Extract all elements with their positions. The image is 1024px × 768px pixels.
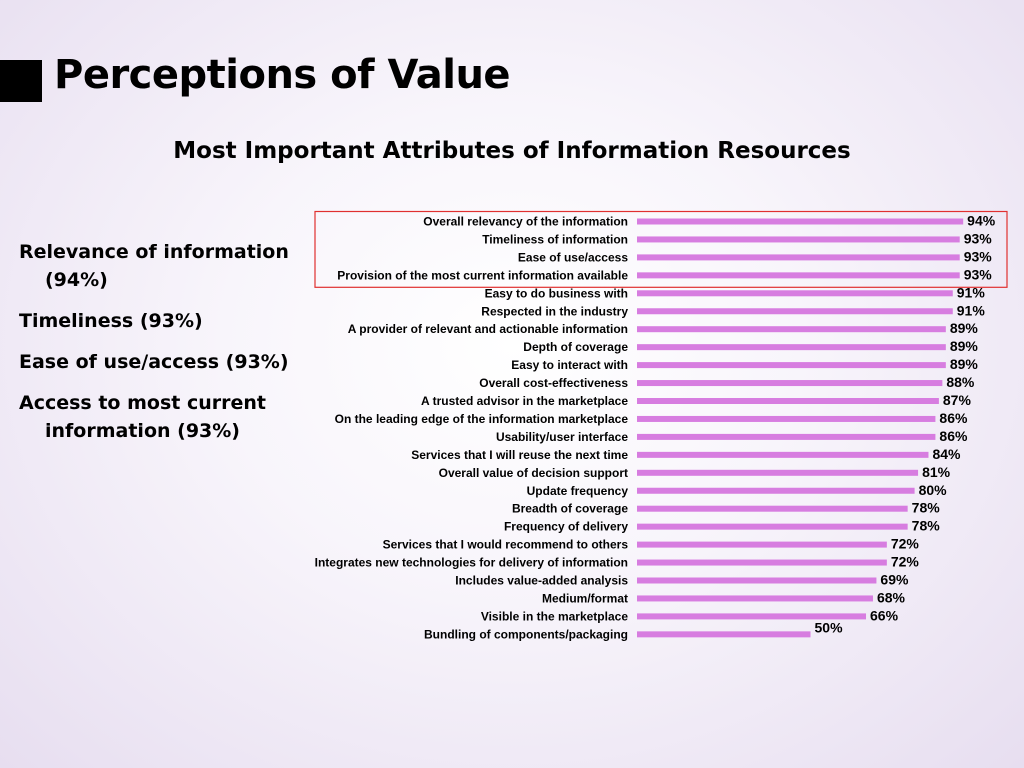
bar: [637, 380, 943, 387]
slide-title: Perceptions of Value: [54, 52, 511, 98]
value-label: 93%: [964, 230, 993, 246]
category-label: Overall relevancy of the information: [423, 215, 628, 229]
value-label: 80%: [919, 482, 948, 498]
category-label: Easy to interact with: [511, 358, 628, 372]
category-label: Easy to do business with: [485, 286, 628, 300]
summary-item: Ease of use/access (93%): [19, 351, 289, 373]
summary-item: Relevance of information (94%): [19, 241, 289, 291]
bar: [637, 290, 953, 297]
title-bullet-square: [0, 60, 42, 102]
bar: [637, 451, 929, 458]
bar: [637, 433, 936, 440]
category-label: Ease of use/access: [518, 250, 628, 264]
value-label: 69%: [880, 572, 909, 588]
bar: [637, 613, 867, 620]
bar: [637, 398, 939, 404]
category-label: A trusted advisor in the marketplace: [421, 394, 628, 408]
value-label: 86%: [939, 428, 968, 444]
category-label: Frequency of delivery: [504, 520, 628, 534]
bar: [637, 272, 960, 279]
bar: [637, 218, 964, 225]
value-label: 89%: [950, 338, 979, 354]
category-label: Medium/format: [542, 591, 628, 605]
bar: [637, 362, 946, 369]
bar: [637, 254, 960, 261]
value-label: 81%: [922, 464, 951, 480]
bar: [637, 236, 960, 243]
summary-item: Access to most current information (93%): [19, 392, 266, 442]
category-label: Visible in the marketplace: [481, 609, 629, 623]
category-label: Depth of coverage: [523, 340, 628, 354]
category-label: Includes value-added analysis: [455, 574, 628, 588]
category-label: Update frequency: [527, 484, 629, 498]
category-label: On the leading edge of the information m…: [335, 412, 629, 426]
chart-title: Most Important Attributes of Information…: [173, 138, 851, 164]
bar: [637, 469, 919, 476]
bar: [637, 344, 946, 351]
value-label: 93%: [964, 248, 993, 264]
bar: [637, 505, 908, 512]
bar: [637, 577, 877, 584]
category-label: Provision of the most current informatio…: [337, 268, 628, 282]
value-label: 94%: [967, 213, 996, 229]
category-label: Respected in the industry: [481, 304, 628, 318]
bar: [637, 541, 887, 548]
value-label: 93%: [964, 266, 993, 282]
value-label: 88%: [946, 374, 975, 390]
highlight-box: [314, 210, 1008, 288]
value-label: 72%: [891, 554, 920, 570]
bar: [637, 595, 873, 602]
bar: [637, 631, 811, 638]
category-label: Integrates new technologies for delivery…: [315, 556, 628, 570]
value-label: 50%: [815, 619, 844, 635]
value-label: 86%: [939, 410, 968, 426]
bar: [637, 415, 936, 422]
value-label: 78%: [912, 500, 941, 516]
summary-item: Timeliness (93%): [19, 310, 203, 332]
summary-list: Relevance of information (94%) Timelines…: [19, 238, 319, 458]
bar: [637, 326, 946, 333]
bar: [637, 559, 887, 566]
category-label: Usability/user interface: [496, 430, 628, 444]
value-label: 87%: [943, 392, 972, 408]
value-label: 89%: [950, 356, 979, 372]
bar: [637, 523, 908, 530]
category-label: Overall cost-effectiveness: [479, 376, 628, 390]
value-label: 91%: [957, 302, 986, 318]
value-label: 91%: [957, 284, 986, 300]
category-label: A provider of relevant and actionable in…: [348, 322, 628, 336]
category-label: Breadth of coverage: [512, 502, 628, 516]
category-label: Overall value of decision support: [439, 466, 628, 480]
bar: [637, 308, 953, 315]
category-label: Services that I would recommend to other…: [383, 538, 629, 552]
category-label: Services that I will reuse the next time: [411, 448, 628, 462]
value-label: 68%: [877, 589, 906, 605]
value-label: 84%: [932, 446, 961, 462]
value-label: 66%: [870, 607, 899, 623]
bar: [637, 487, 915, 494]
value-label: 89%: [950, 320, 979, 336]
category-label: Bundling of components/packaging: [424, 627, 628, 641]
value-label: 78%: [912, 518, 941, 534]
category-label: Timeliness of information: [482, 232, 628, 246]
value-label: 72%: [891, 536, 920, 552]
